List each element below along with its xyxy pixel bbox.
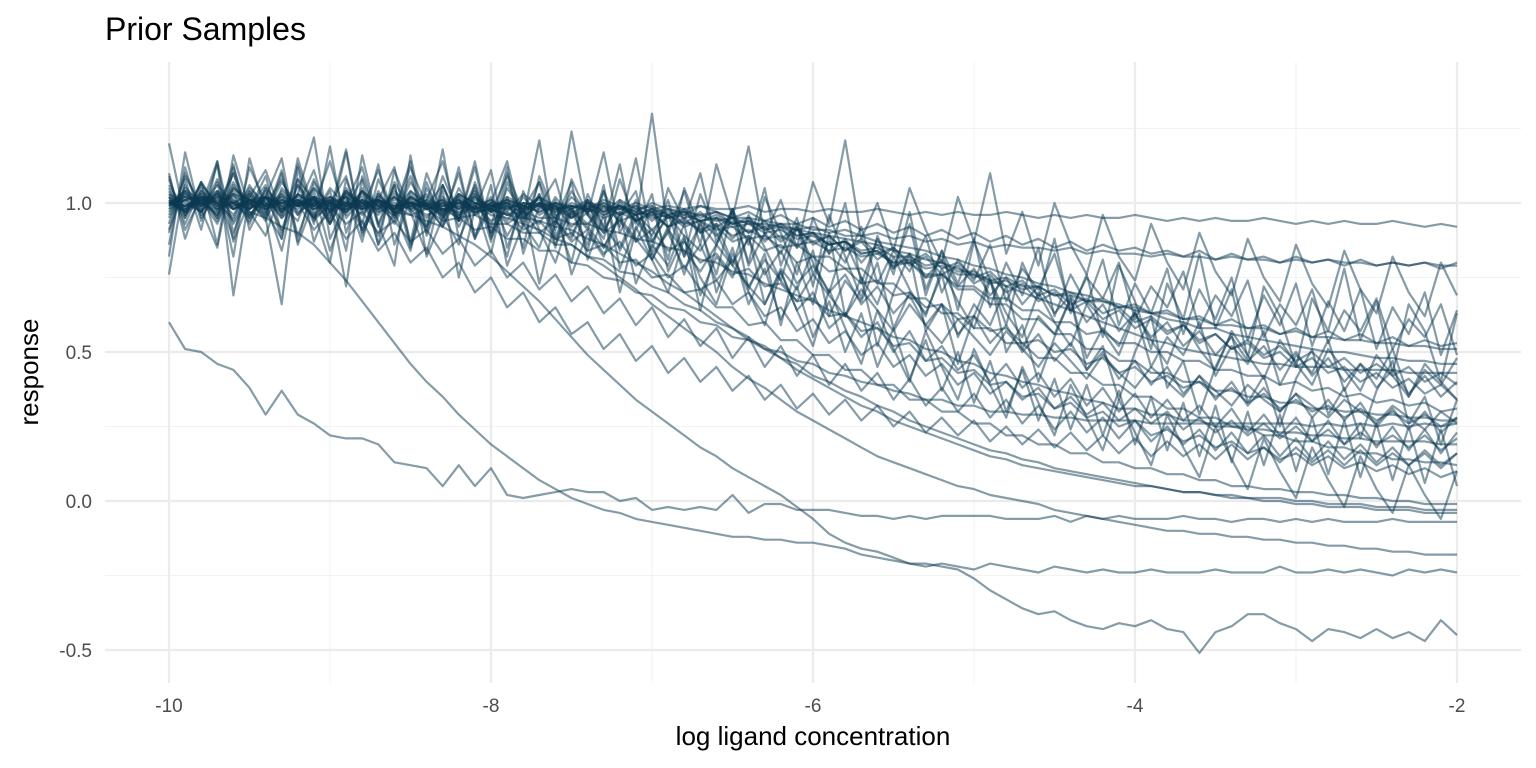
y-tick-label: 0.5 (66, 343, 92, 364)
y-tick-label: -0.5 (59, 641, 92, 662)
prior-sample-line (167, 160, 1458, 398)
prior-sample-line (167, 154, 1459, 446)
series-lines (167, 112, 1459, 655)
prior-sample-line (167, 112, 1458, 318)
x-tick-label: -6 (805, 696, 822, 717)
y-tick-label: 0.0 (66, 492, 92, 513)
x-tick-label: -4 (1127, 696, 1144, 717)
x-tick-label: -2 (1449, 696, 1466, 717)
prior-sample-line (167, 166, 1459, 356)
y-tick-label: 1.0 (66, 194, 92, 215)
x-tick-label: -10 (155, 696, 182, 717)
prior-sample-line (168, 184, 1458, 470)
prior-sample-line (168, 184, 1457, 506)
x-tick-label: -8 (483, 696, 500, 717)
chart-title: Prior Samples (105, 11, 306, 47)
prior-sample-line (168, 190, 1457, 351)
prior-sample-line (168, 321, 1457, 524)
prior-sample-line (168, 198, 1458, 577)
prior-sample-line (168, 195, 1457, 446)
x-axis-ticks: -10 -8 -6 -4 -2 (155, 696, 1465, 717)
y-axis-ticks: -0.5 0.0 0.5 1.0 (59, 194, 92, 662)
y-axis-label: response (14, 319, 44, 426)
x-axis-label: log ligand concentration (676, 721, 951, 751)
